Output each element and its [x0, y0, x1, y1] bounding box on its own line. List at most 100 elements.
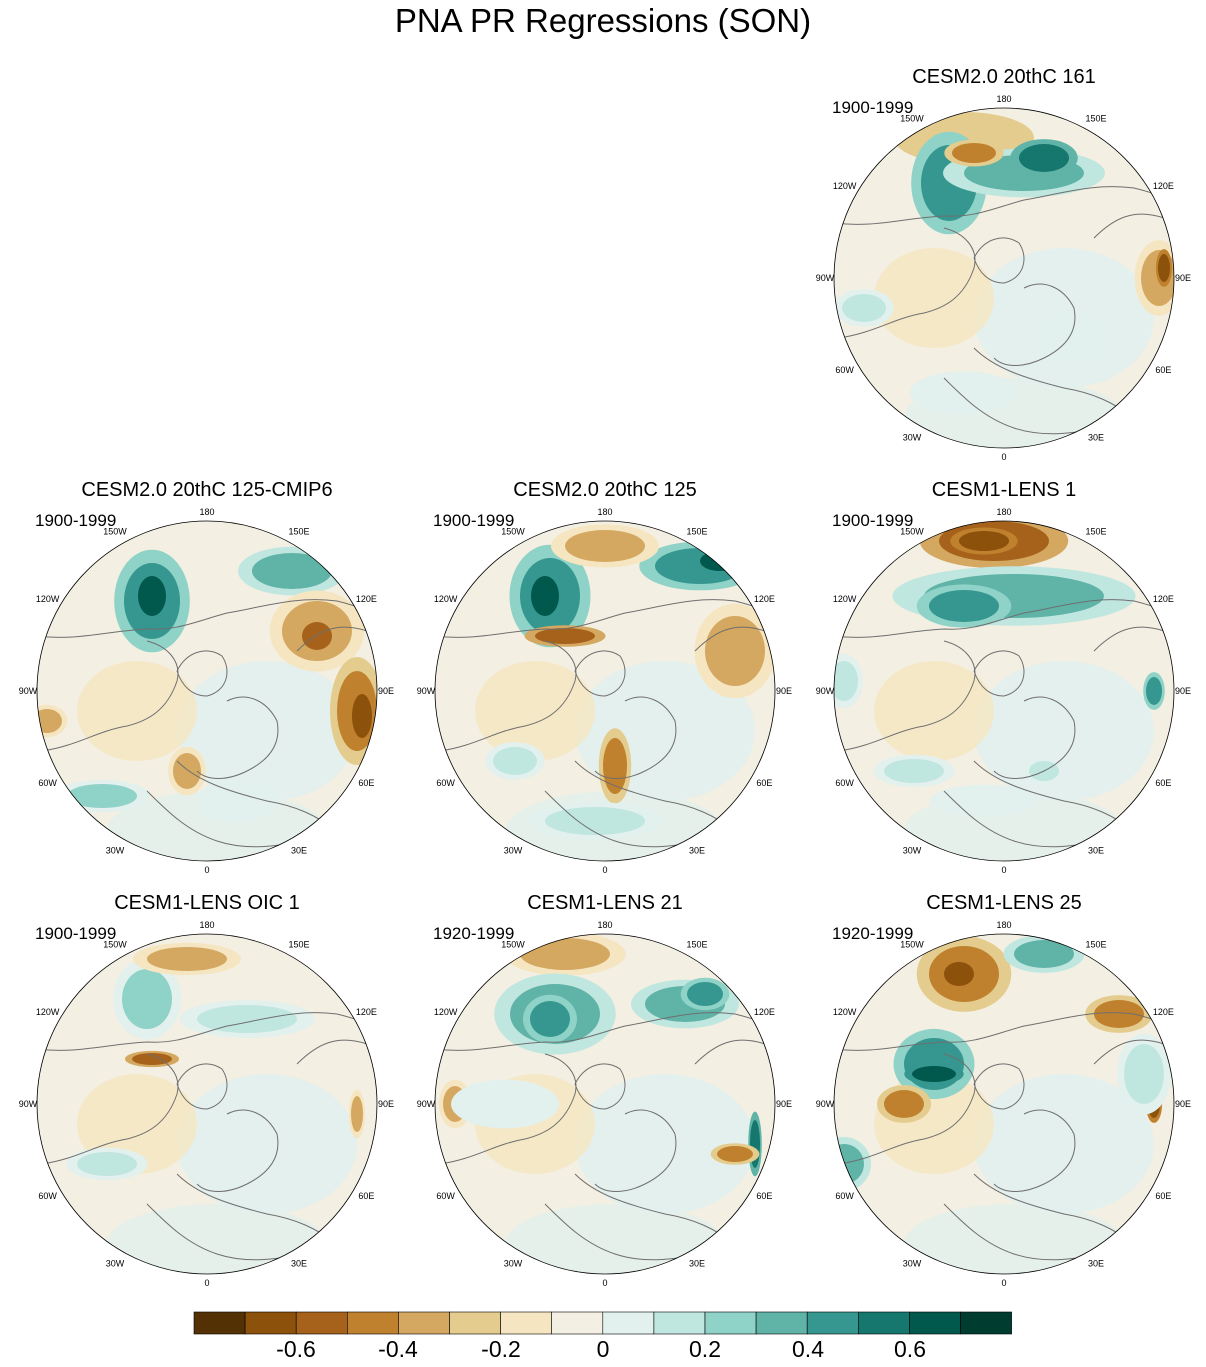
anomaly-region: [834, 1144, 864, 1184]
anomaly-region: [352, 694, 372, 738]
coastline: [196, 1109, 279, 1192]
anomaly-region: [1146, 677, 1162, 705]
coastline: [176, 650, 228, 697]
colorbar-tick-label: 0.6: [894, 1336, 926, 1362]
map-panel: CESM2.0 20thC 125 1900-1999 180 150E 120E 9…: [415, 479, 795, 889]
map-border: [36, 520, 378, 862]
longitude-label: 120E: [1153, 594, 1174, 604]
coastline: [834, 1012, 1174, 1051]
coastline: [993, 696, 1076, 779]
anomaly-region: [884, 1090, 924, 1118]
colorbar-swatch: [244, 1311, 297, 1335]
coastline: [838, 640, 976, 752]
panel-title: CESM2.0 20thC 161: [912, 66, 1096, 88]
anomaly-region: [37, 709, 62, 733]
map-panel: CESM2.0 20thC 161 1900-1999 180 150E 120E 9…: [814, 66, 1194, 476]
map-border: [833, 520, 1175, 862]
coastline: [1093, 213, 1165, 239]
anomaly-region: [842, 294, 886, 322]
anomaly-region: [834, 661, 858, 701]
anomaly-region: [874, 661, 994, 761]
panel-years: 1920-1999: [433, 924, 515, 943]
anomaly-region: [531, 576, 559, 616]
anomaly-region: [603, 738, 627, 794]
colorbar-swatch: [398, 1311, 450, 1335]
colorbar-swatch: [909, 1311, 961, 1335]
longitude-label: 120W: [833, 594, 857, 604]
map-border: [434, 520, 776, 862]
longitude-label: 120W: [434, 1007, 458, 1017]
map-border: [36, 933, 378, 1275]
map-panel: CESM1-LENS 1 1900-1999 180 150E 120E 90E 60E…: [814, 479, 1194, 889]
anomaly-region: [505, 1204, 725, 1274]
panel-title: CESM2.0 20thC 125: [513, 479, 697, 501]
anomaly-region: [77, 661, 197, 761]
coastline: [973, 237, 1025, 284]
anomaly-region: [535, 628, 595, 644]
longitude-label: 150E: [686, 527, 707, 537]
panel-years: 1900-1999: [35, 511, 117, 530]
longitude-label: 150W: [103, 940, 127, 950]
colorbar-swatch: [960, 1311, 1012, 1335]
polar-map: 180 150E 120E 90E 60E 30E 0 30W 60W 90W 120W 150W: [816, 507, 1191, 875]
map-border: [434, 933, 776, 1275]
anomaly-region: [575, 1074, 755, 1214]
longitude-label: 30E: [1088, 1258, 1104, 1268]
coastline: [694, 1039, 766, 1065]
colorbar-tick-label: -0.6: [276, 1336, 316, 1362]
longitude-label: 30W: [903, 1258, 922, 1268]
polar-map: 180 150E 120E 90E 60E 30E 0 30W 60W 90W 120W 150W: [816, 94, 1191, 462]
colorbar-swatch: [193, 1311, 246, 1335]
longitude-label: 30E: [291, 845, 307, 855]
coastline: [973, 650, 1025, 697]
coastline: [973, 1173, 1135, 1245]
longitude-label: 60W: [436, 778, 455, 788]
longitude-label: 180: [597, 507, 612, 517]
anomaly-region: [1124, 1044, 1164, 1104]
longitude-label: 180: [996, 507, 1011, 517]
longitude-label: 150E: [288, 940, 309, 950]
longitude-label: 150W: [501, 940, 525, 950]
anomaly-region: [974, 661, 1154, 801]
anomaly-region: [67, 784, 137, 808]
longitude-label: 30W: [903, 845, 922, 855]
coastline: [973, 760, 1135, 832]
longitude-label: 90E: [378, 1099, 394, 1109]
longitude-label: 150W: [501, 527, 525, 537]
longitude-label: 120E: [1153, 1007, 1174, 1017]
longitude-label: 0: [1001, 1278, 1006, 1288]
longitude-label: 150W: [900, 114, 924, 124]
anomaly-region: [138, 576, 166, 616]
longitude-label: 120E: [754, 1007, 775, 1017]
longitude-label: 30E: [1088, 845, 1104, 855]
coastline: [838, 227, 976, 339]
panel-title: CESM1-LENS 21: [527, 892, 683, 914]
anomaly-region: [132, 1053, 172, 1065]
coastline: [176, 760, 338, 832]
longitude-label: 30E: [1088, 432, 1104, 442]
anomaly-region: [173, 753, 201, 789]
anomaly-region: [493, 747, 537, 775]
panel-years: 1920-1999: [832, 924, 914, 943]
anomaly-region: [197, 1005, 297, 1033]
colorbar-tick-label: 0.4: [792, 1336, 824, 1362]
longitude-label: 0: [204, 1278, 209, 1288]
coastline: [37, 1012, 377, 1051]
map-panel: CESM1-LENS 25 1920-1999 180 150E 120E 90E 60…: [814, 892, 1194, 1302]
longitude-label: 90E: [1175, 686, 1191, 696]
longitude-label: 60W: [436, 1191, 455, 1201]
coastline: [435, 599, 775, 638]
longitude-label: 30E: [291, 1258, 307, 1268]
map-border: [833, 933, 1175, 1275]
panel-title: CESM1-LENS 25: [926, 892, 1082, 914]
colorbar-swatch: [551, 1311, 604, 1335]
longitude-label: 90W: [816, 686, 835, 696]
longitude-label: 120E: [356, 594, 377, 604]
longitude-label: 0: [602, 865, 607, 875]
coastline: [574, 650, 626, 697]
map-border: [833, 107, 1175, 449]
longitude-label: 150E: [1085, 940, 1106, 950]
longitude-label: 60E: [1155, 778, 1171, 788]
anomaly-region: [77, 1152, 137, 1176]
anomaly-region: [1014, 940, 1074, 968]
